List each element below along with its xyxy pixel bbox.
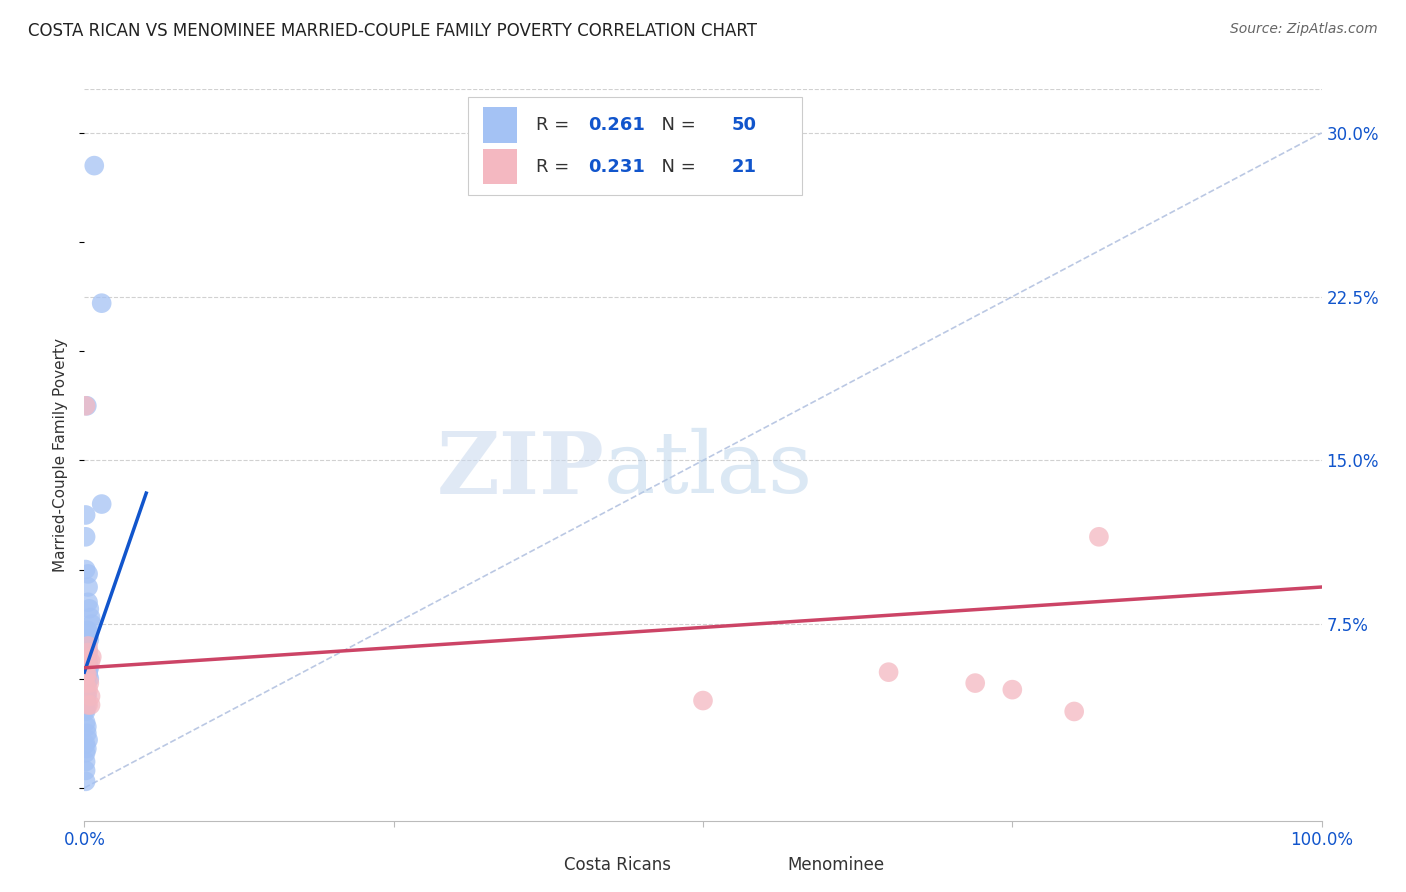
Point	[79, 661, 101, 675]
Point	[77, 580, 100, 594]
Point	[79, 654, 101, 668]
Point	[77, 639, 100, 653]
Point	[76, 698, 98, 712]
Point	[79, 689, 101, 703]
Text: N =: N =	[650, 158, 702, 176]
Point	[1001, 682, 1024, 697]
Point	[77, 595, 100, 609]
Point	[76, 399, 98, 413]
Point	[79, 676, 101, 690]
Y-axis label: Married-Couple Family Poverty: Married-Couple Family Poverty	[53, 338, 69, 572]
Point	[75, 667, 97, 681]
Point	[75, 632, 97, 647]
Text: COSTA RICAN VS MENOMINEE MARRIED-COUPLE FAMILY POVERTY CORRELATION CHART: COSTA RICAN VS MENOMINEE MARRIED-COUPLE …	[28, 22, 756, 40]
Point	[77, 643, 100, 657]
Point	[75, 693, 97, 707]
Point	[76, 646, 98, 660]
Point	[90, 497, 112, 511]
Text: 50: 50	[731, 116, 756, 134]
Point	[75, 764, 97, 778]
Point	[76, 667, 98, 681]
Point	[79, 610, 101, 624]
Point	[77, 646, 100, 660]
Point	[76, 676, 98, 690]
Point	[692, 693, 714, 707]
Point	[75, 774, 97, 789]
Point	[80, 617, 103, 632]
Point	[75, 643, 97, 657]
Text: R =: R =	[536, 158, 575, 176]
Point	[79, 672, 101, 686]
Point	[76, 639, 98, 653]
Point	[76, 720, 98, 734]
Point	[965, 676, 987, 690]
Point	[77, 682, 100, 697]
Point	[76, 667, 98, 681]
Point	[75, 654, 97, 668]
Point	[76, 624, 98, 638]
Text: 21: 21	[731, 158, 756, 176]
Point	[76, 741, 98, 756]
Point	[75, 399, 97, 413]
Point	[90, 296, 112, 310]
Point	[76, 689, 98, 703]
Point	[75, 682, 97, 697]
FancyBboxPatch shape	[530, 852, 557, 876]
Point	[77, 732, 100, 747]
Point	[80, 649, 103, 664]
Point	[79, 698, 101, 712]
Point	[77, 566, 100, 581]
Point	[75, 746, 97, 760]
Point	[75, 676, 97, 690]
Text: 0.261: 0.261	[588, 116, 645, 134]
Point	[75, 530, 97, 544]
FancyBboxPatch shape	[482, 108, 517, 143]
Point	[877, 665, 900, 680]
Point	[75, 508, 97, 522]
FancyBboxPatch shape	[752, 852, 780, 876]
Point	[77, 654, 100, 668]
Text: Costa Ricans: Costa Ricans	[564, 855, 672, 873]
Text: ZIP: ZIP	[436, 427, 605, 511]
Point	[75, 702, 97, 716]
Point	[77, 698, 100, 712]
Point	[75, 676, 97, 690]
Point	[76, 654, 98, 668]
Text: Menominee: Menominee	[787, 855, 884, 873]
Point	[79, 602, 101, 616]
Point	[1088, 530, 1111, 544]
Text: 0.231: 0.231	[588, 158, 645, 176]
Point	[75, 705, 97, 719]
Point	[77, 624, 100, 638]
Point	[75, 715, 97, 730]
Point	[77, 661, 100, 675]
Text: N =: N =	[650, 116, 702, 134]
Point	[79, 632, 101, 647]
Point	[1063, 705, 1085, 719]
Point	[83, 159, 105, 173]
Text: R =: R =	[536, 116, 575, 134]
Text: atlas: atlas	[605, 428, 813, 511]
FancyBboxPatch shape	[482, 149, 517, 185]
Point	[77, 667, 100, 681]
Point	[75, 737, 97, 751]
Text: Source: ZipAtlas.com: Source: ZipAtlas.com	[1230, 22, 1378, 37]
Point	[75, 654, 97, 668]
Point	[75, 563, 97, 577]
Point	[75, 755, 97, 769]
Point	[76, 687, 98, 701]
Point	[76, 649, 98, 664]
FancyBboxPatch shape	[468, 96, 801, 195]
Point	[75, 672, 97, 686]
Point	[77, 665, 100, 680]
Point	[76, 726, 98, 740]
